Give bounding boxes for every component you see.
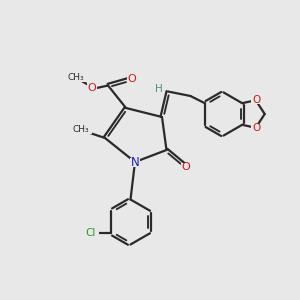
Text: O: O	[182, 162, 190, 172]
Bar	[70, 125, 92, 134]
Bar	[87, 83, 98, 92]
Text: O: O	[252, 94, 260, 105]
Bar	[127, 75, 137, 84]
Bar	[83, 229, 99, 238]
Text: CH₃: CH₃	[73, 125, 89, 134]
Text: CH₃: CH₃	[68, 73, 84, 82]
Bar	[181, 163, 191, 172]
Bar	[251, 95, 262, 104]
Bar	[130, 158, 140, 166]
Bar	[65, 73, 87, 82]
Text: H: H	[155, 84, 163, 94]
Text: O: O	[88, 83, 97, 93]
Text: N: N	[130, 155, 140, 169]
Bar	[251, 124, 262, 133]
Text: Cl: Cl	[86, 228, 96, 238]
Text: O: O	[128, 74, 136, 85]
Text: O: O	[252, 123, 260, 134]
Bar	[154, 85, 164, 94]
